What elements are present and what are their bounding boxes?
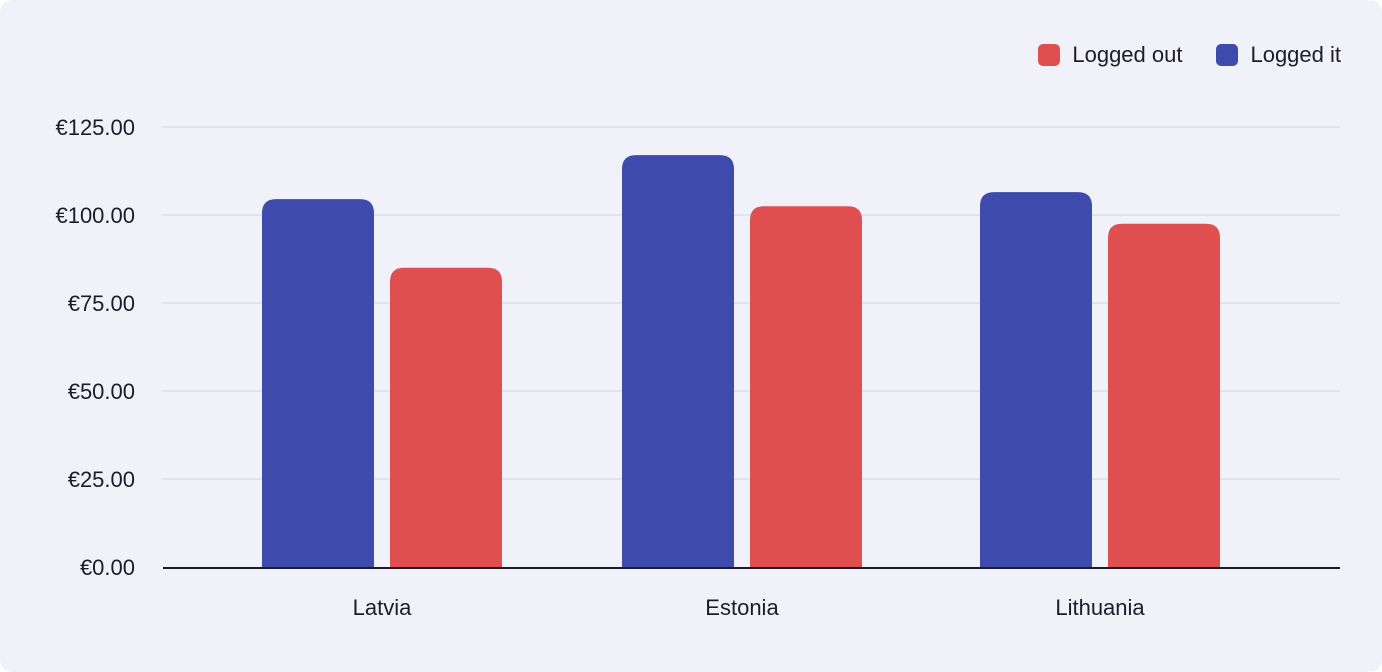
y-tick-label: €25.00 [68, 467, 135, 492]
bar-estonia-logged-out[interactable] [750, 206, 862, 567]
y-tick-label: €100.00 [55, 203, 135, 228]
x-tick-label: Latvia [353, 595, 412, 620]
bar-lithuania-logged-it[interactable] [980, 192, 1092, 567]
y-tick-label: €50.00 [68, 379, 135, 404]
legend-swatch-logged-out [1038, 44, 1061, 66]
y-tick-label: €0.00 [80, 555, 135, 580]
legend-item-logged-it[interactable]: Logged it [1216, 42, 1341, 68]
bar-latvia-logged-it[interactable] [262, 199, 374, 567]
bar-latvia-logged-out[interactable] [390, 267, 502, 567]
legend-label-logged-it: Logged it [1250, 42, 1341, 67]
bar-estonia-logged-it[interactable] [622, 155, 734, 567]
legend: Logged out Logged it [1038, 42, 1341, 68]
bar-lithuania-logged-out[interactable] [1108, 223, 1220, 568]
x-tick-label: Lithuania [1055, 595, 1145, 620]
y-tick-label: €125.00 [55, 115, 135, 140]
legend-swatch-logged-it [1216, 44, 1239, 66]
legend-label-logged-out: Logged out [1072, 42, 1183, 67]
legend-item-logged-out[interactable]: Logged out [1038, 42, 1182, 68]
x-tick-label: Estonia [705, 595, 779, 620]
y-tick-label: €75.00 [68, 291, 135, 316]
